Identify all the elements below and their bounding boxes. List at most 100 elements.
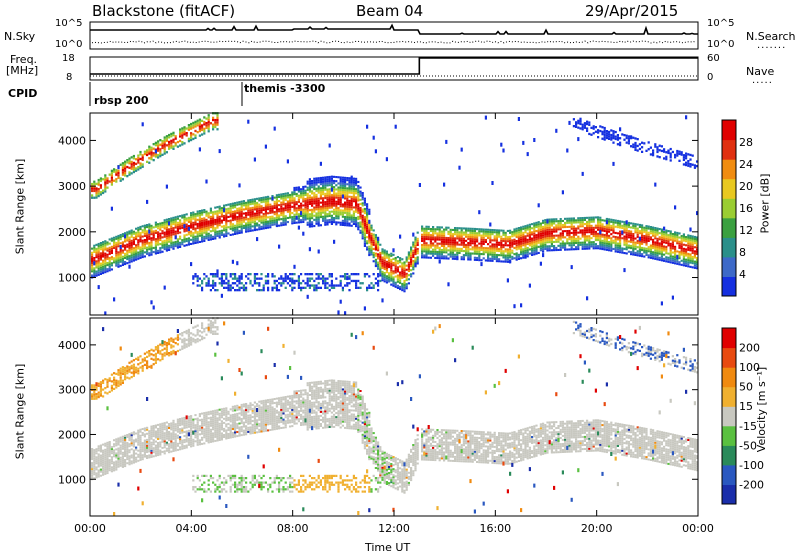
- power-cell: [231, 282, 234, 285]
- power-cell: [423, 227, 426, 230]
- power-cell: [555, 230, 558, 233]
- power-cell: [328, 188, 331, 191]
- power-cell: [300, 192, 303, 195]
- power-cell: [99, 191, 102, 194]
- power-cell: [297, 217, 300, 220]
- power-cell: [117, 257, 120, 260]
- power-cell: [544, 229, 547, 232]
- power-cell: [572, 219, 575, 222]
- power-cell: [135, 238, 138, 241]
- power-cell: [691, 256, 694, 259]
- power-cell: [245, 289, 248, 292]
- power-cell: [693, 164, 696, 167]
- power-cell: [676, 236, 679, 239]
- power-cell: [641, 226, 644, 229]
- power-cell: [207, 216, 210, 219]
- power-cell: [355, 190, 358, 193]
- power-cell: [198, 240, 201, 243]
- power-cell: [480, 242, 483, 245]
- power-cell: [473, 227, 476, 230]
- velocity-cell: [108, 453, 111, 456]
- power-cell: [242, 204, 245, 207]
- power-cell: [449, 239, 452, 242]
- power-cell: [515, 227, 518, 230]
- power-cell: [656, 241, 659, 244]
- power-cell: [671, 243, 674, 246]
- power-cell: [669, 255, 672, 258]
- power-cell: [216, 116, 219, 119]
- power-cell: [322, 176, 325, 179]
- power-cell: [678, 253, 681, 256]
- power-cell: [676, 240, 679, 243]
- power-cell: [196, 212, 199, 215]
- power-cell: [128, 166, 131, 169]
- power-cell: [339, 223, 342, 226]
- power-cell: [328, 289, 331, 292]
- power-cell: [168, 246, 171, 249]
- power-cell: [577, 227, 580, 230]
- power-cell: [209, 289, 212, 292]
- power-cell: [124, 263, 127, 266]
- power-cell: [315, 187, 318, 190]
- power-cell: [192, 275, 195, 278]
- power-cell: [194, 125, 197, 128]
- power-cell: [97, 257, 100, 260]
- velocity-cell: [106, 468, 109, 470]
- power-cell: [137, 159, 140, 162]
- power-cell: [205, 218, 208, 221]
- power-cell: [201, 236, 204, 239]
- power-cell: [132, 230, 135, 233]
- power-cell: [119, 179, 122, 182]
- power-cell: [663, 226, 666, 231]
- power-cell: [350, 273, 353, 276]
- power-cell: [660, 255, 663, 258]
- power-cell: [500, 239, 503, 242]
- power-cell: [110, 176, 113, 179]
- power-cell: [363, 236, 366, 239]
- power-cell: [185, 132, 188, 135]
- power-cell: [451, 235, 454, 238]
- power-cell: [326, 178, 329, 181]
- power-cell: [557, 220, 560, 223]
- power-cell: [440, 249, 443, 252]
- power-cell: [498, 254, 501, 257]
- power-cell: [207, 232, 210, 235]
- velocity-cell: [115, 448, 118, 451]
- power-cell: [344, 205, 347, 208]
- velocity-cell: [99, 456, 102, 459]
- power-cell: [286, 208, 289, 211]
- power-cell: [469, 248, 472, 251]
- power-cell: [352, 185, 355, 188]
- power-cell: [480, 240, 483, 243]
- power-cell: [223, 235, 226, 238]
- power-cell: [247, 207, 250, 210]
- power-cell: [278, 214, 281, 217]
- power-cell: [278, 244, 281, 249]
- power-cell: [524, 251, 527, 254]
- power-cell: [146, 232, 149, 235]
- power-cell: [154, 141, 157, 144]
- velocity-cell: [119, 452, 122, 455]
- power-cell: [196, 224, 199, 227]
- power-cell: [170, 227, 173, 230]
- power-cell: [135, 227, 138, 230]
- power-cell: [652, 232, 655, 235]
- power-cell: [212, 219, 215, 222]
- velocity-cell: [95, 395, 98, 398]
- power-cell: [610, 133, 613, 137]
- power-cell: [469, 252, 472, 255]
- power-cell: [242, 216, 245, 219]
- power-cell: [130, 241, 133, 244]
- power-cell: [493, 249, 496, 252]
- power-cell: [212, 118, 215, 122]
- power-cell: [185, 237, 188, 240]
- velocity-cell: [93, 473, 96, 476]
- power-cell: [346, 220, 349, 223]
- power-cell: [407, 278, 410, 281]
- power-cell: [146, 234, 149, 237]
- power-cell: [97, 259, 100, 262]
- power-cell: [368, 210, 371, 213]
- power-cell: [306, 203, 309, 206]
- power-cell: [548, 237, 551, 240]
- power-cell: [377, 253, 380, 256]
